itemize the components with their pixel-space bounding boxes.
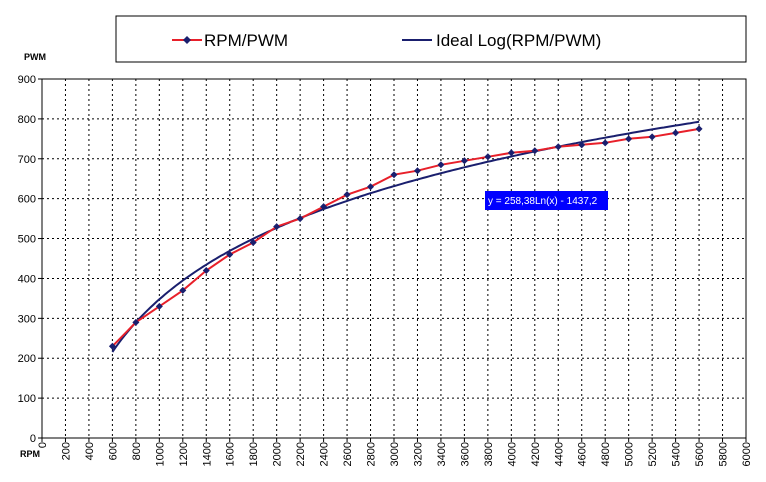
series-layer	[108, 120, 703, 353]
x-tick-label: 600	[107, 442, 119, 460]
equation-text: y = 258,38Ln(x) - 1437,2	[488, 196, 598, 207]
data-point	[155, 302, 163, 310]
data-point	[367, 183, 375, 191]
data-point	[413, 167, 421, 175]
y-tick-label: 0	[30, 433, 36, 445]
data-point	[202, 266, 210, 274]
x-tick-label: 2400	[319, 442, 331, 466]
x-tick-label: 4600	[577, 442, 589, 466]
series-ideal-log-line	[111, 120, 700, 353]
equation-label: y = 258,38Ln(x) - 1437,2	[485, 191, 608, 210]
x-tick-label: 6000	[741, 442, 753, 466]
x-tick-label: 1800	[248, 442, 260, 466]
data-point	[531, 147, 539, 155]
y-tick-labels: 0 100 200 300 400 500 600 700 800 900	[18, 74, 42, 445]
data-point	[343, 191, 351, 199]
series-rpm-pwm-line	[111, 127, 700, 347]
gridlines	[42, 79, 746, 438]
y-tick-label: 400	[18, 273, 36, 285]
y-tick-label: 300	[18, 313, 36, 325]
x-tick-label: 5800	[718, 442, 730, 466]
data-point	[695, 125, 703, 133]
x-tick-label: 2200	[295, 442, 307, 466]
x-tick-label: 800	[131, 442, 143, 460]
x-tick-label: 0	[37, 442, 49, 448]
y-tick-label: 900	[18, 74, 36, 86]
x-tick-label: 2800	[366, 442, 378, 466]
x-tick-label: 4400	[553, 442, 565, 466]
x-tick-label: 3400	[436, 442, 448, 466]
data-point	[179, 286, 187, 294]
data-point	[249, 239, 257, 247]
legend-marker-rpm-pwm	[183, 36, 191, 44]
data-point	[484, 153, 492, 161]
x-tick-label: 2600	[342, 442, 354, 466]
y-tick-label: 100	[18, 393, 36, 405]
x-tick-label: 4000	[506, 442, 518, 466]
x-tick-label: 3600	[459, 442, 471, 466]
data-point	[437, 161, 445, 169]
x-tick-label: 5400	[671, 442, 683, 466]
x-tick-label: 1400	[201, 442, 213, 466]
x-tick-label: 1200	[178, 442, 190, 466]
legend: RPM/PWM Ideal Log(RPM/PWM)	[115, 15, 747, 63]
data-point	[226, 251, 234, 259]
data-point	[554, 143, 562, 151]
y-axis-title: PWM	[24, 52, 46, 62]
x-tick-label: 200	[60, 442, 72, 460]
y-tick-label: 500	[18, 234, 36, 246]
x-tick-label: 5000	[624, 442, 636, 466]
data-point	[601, 139, 609, 147]
x-tick-label: 5200	[647, 442, 659, 466]
data-point	[296, 215, 304, 223]
data-point	[672, 129, 680, 137]
data-point	[132, 318, 140, 326]
x-tick-label: 3800	[483, 442, 495, 466]
data-point	[507, 149, 515, 157]
data-point	[108, 342, 116, 350]
data-point	[390, 171, 398, 179]
x-tick-label: 4200	[530, 442, 542, 466]
legend-label-ideal-log: Ideal Log(RPM/PWM)	[436, 31, 601, 50]
y-tick-label: 700	[18, 154, 36, 166]
data-point	[578, 141, 586, 149]
data-point	[460, 157, 468, 165]
x-tick-label: 5600	[694, 442, 706, 466]
x-tick-labels: 0 200 400 600 800 1000 1200 1400 1600 1800 2000 220…	[37, 438, 753, 466]
y-tick-label: 600	[18, 194, 36, 206]
x-tick-label: 400	[84, 442, 96, 460]
data-point	[273, 223, 281, 231]
y-tick-label: 200	[18, 353, 36, 365]
legend-label-rpm-pwm: RPM/PWM	[204, 31, 288, 50]
equation-box	[485, 191, 608, 210]
x-tick-label: 4800	[600, 442, 612, 466]
x-tick-label: 1600	[225, 442, 237, 466]
data-point	[320, 203, 328, 211]
y-tick-label: 800	[18, 114, 36, 126]
data-point	[648, 133, 656, 141]
plot-area	[41, 78, 747, 439]
x-tick-label: 3000	[389, 442, 401, 466]
x-tick-label: 1000	[154, 442, 166, 466]
x-tick-label: 3200	[412, 442, 424, 466]
x-axis-title: RPM	[20, 449, 40, 459]
data-point	[625, 135, 633, 143]
x-tick-label: 2000	[272, 442, 284, 466]
